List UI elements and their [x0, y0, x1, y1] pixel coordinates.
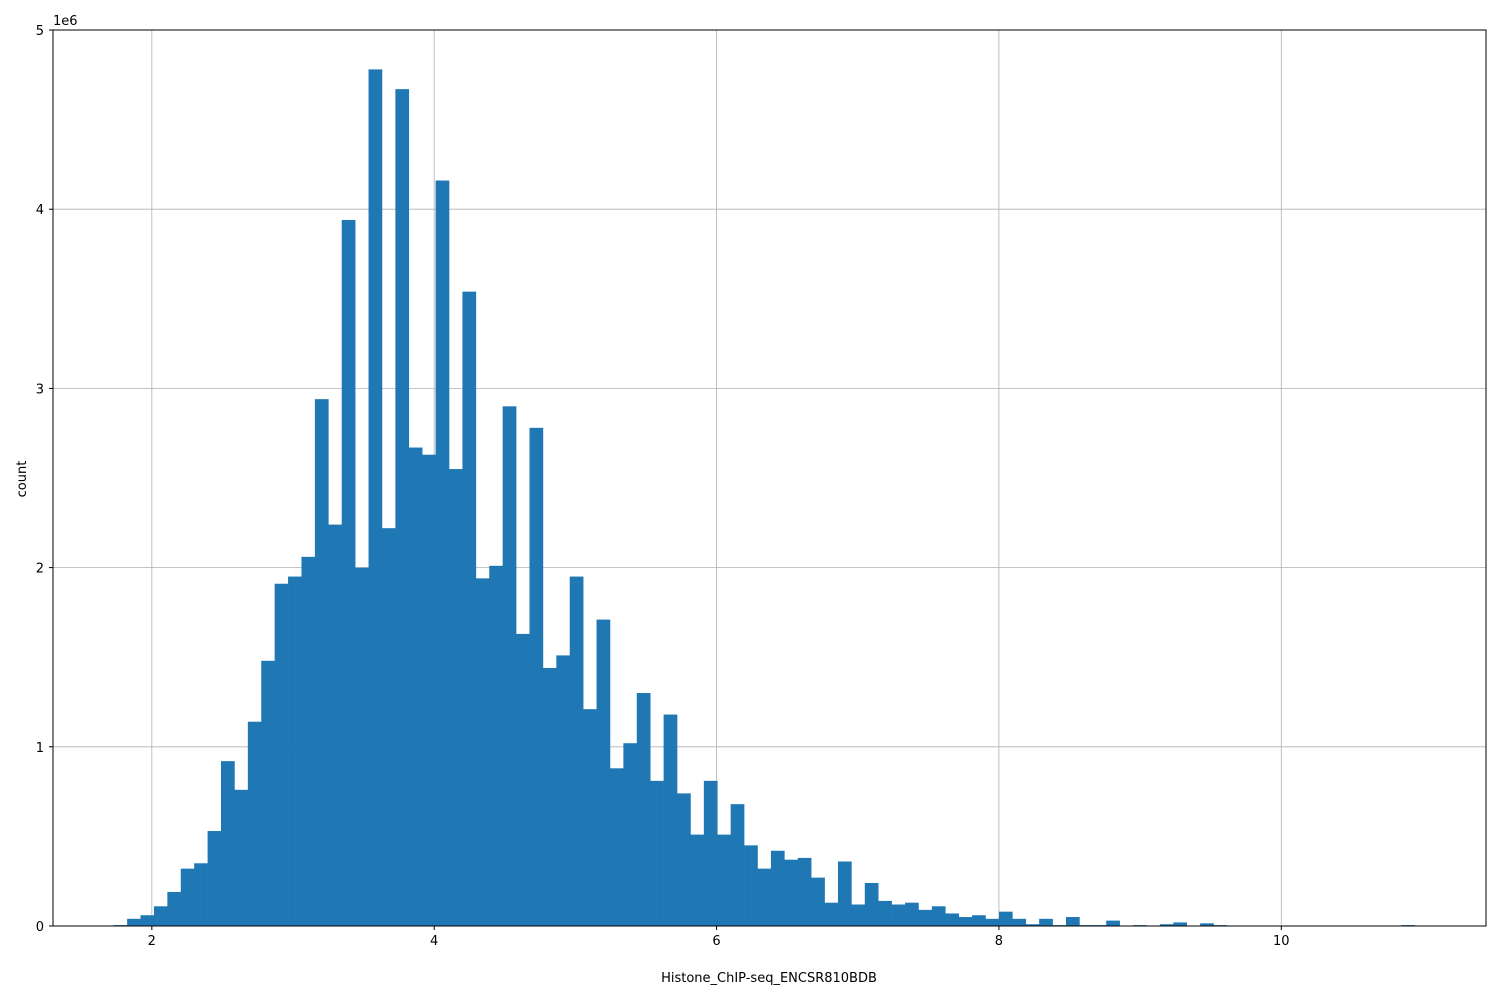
- histogram-bar: [864, 882, 879, 926]
- histogram-bar: [972, 915, 986, 926]
- histogram-bar: [1159, 924, 1174, 926]
- histogram-bar: [422, 454, 436, 926]
- histogram-bar: [1106, 920, 1120, 926]
- histogram-bar: [274, 583, 289, 926]
- histogram-bar: [341, 219, 356, 926]
- y-tick-label: 0: [36, 920, 44, 935]
- histogram-bar: [811, 877, 825, 926]
- x-axis-label: Histone_ChIP-seq_ENCSR810BDB: [661, 971, 877, 986]
- histogram-bar: [1025, 924, 1040, 926]
- histogram-bar: [328, 524, 343, 926]
- histogram-bar: [167, 891, 182, 926]
- histogram-bar: [717, 834, 731, 926]
- histogram-bar: [408, 447, 423, 926]
- histogram-bar: [153, 906, 168, 926]
- histogram-bar: [623, 743, 638, 926]
- histogram-bar: [677, 793, 691, 926]
- y-offset-label: 1e6: [53, 14, 78, 29]
- histogram-bar: [1012, 918, 1027, 926]
- histogram-bars: [113, 69, 1416, 927]
- histogram-bar: [703, 780, 718, 926]
- histogram-bar: [502, 406, 517, 926]
- histogram-bar: [462, 291, 477, 927]
- histogram-bar: [757, 868, 772, 926]
- histogram-bar: [609, 768, 624, 926]
- histogram-bar: [194, 863, 208, 926]
- histogram-bar: [261, 660, 275, 926]
- histogram-bar: [381, 528, 396, 926]
- histogram-bar: [475, 578, 490, 926]
- histogram-bar: [985, 918, 1000, 926]
- histogram-bar: [784, 859, 799, 926]
- histogram-bar: [569, 576, 584, 926]
- histogram-bar: [301, 556, 316, 926]
- histogram-bar: [368, 69, 383, 926]
- histogram-bar: [542, 667, 557, 926]
- x-tick-label: 4: [430, 934, 438, 949]
- y-axis-label: count: [15, 461, 30, 498]
- histogram-bar: [636, 693, 651, 926]
- histogram-bar: [529, 427, 544, 926]
- histogram-bar: [837, 861, 852, 926]
- x-tick-label: 10: [1273, 934, 1290, 949]
- histogram-bar: [516, 633, 530, 926]
- histogram-bar: [395, 89, 410, 927]
- histogram-bar: [247, 721, 262, 926]
- histogram-bar: [851, 904, 866, 926]
- histogram-bar: [958, 917, 973, 926]
- histogram-bar: [744, 845, 758, 926]
- histogram-bar: [355, 567, 369, 926]
- histogram-bar: [435, 180, 450, 926]
- x-tick-label: 8: [995, 934, 1003, 949]
- plot-frame: [52, 29, 1487, 927]
- histogram-bar: [1200, 923, 1214, 926]
- histogram-bar: [998, 911, 1013, 926]
- histogram-bar: [449, 469, 463, 926]
- histogram-bar: [945, 913, 959, 926]
- histogram-bar: [234, 789, 249, 926]
- histogram-bar: [824, 902, 839, 926]
- histogram-bar: [730, 804, 745, 926]
- histogram-bar: [690, 834, 705, 926]
- histogram-bar: [650, 780, 664, 926]
- y-tick-label: 2: [36, 562, 44, 577]
- histogram-bar: [596, 619, 611, 926]
- y-tick-label: 3: [36, 382, 44, 397]
- histogram-bar: [489, 565, 503, 926]
- histogram-bar: [770, 850, 785, 926]
- histogram-bar: [127, 918, 141, 926]
- histogram-bar: [891, 904, 906, 926]
- y-tick-label: 1: [36, 741, 44, 756]
- y-tick-label: 5: [36, 24, 44, 39]
- histogram-bar: [931, 906, 946, 926]
- histogram-bar: [288, 576, 302, 926]
- histogram-bar: [140, 915, 155, 926]
- histogram-bar: [1065, 917, 1080, 926]
- histogram-bar: [1173, 922, 1187, 926]
- histogram-bar: [180, 868, 195, 926]
- y-tick-label: 4: [36, 203, 44, 218]
- histogram-bar: [878, 900, 892, 926]
- histogram-bar: [221, 761, 235, 926]
- histogram-bar: [556, 655, 571, 926]
- x-tick-label: 2: [148, 934, 156, 949]
- histogram-bar: [797, 857, 812, 926]
- histogram-bar: [918, 909, 933, 926]
- x-tick-label: 6: [712, 934, 720, 949]
- y-axis-ticks: 0 1 2 3 4 5: [36, 24, 53, 935]
- x-axis-ticks: 2 4 6 8 10: [148, 926, 1290, 949]
- histogram-bar: [663, 714, 678, 926]
- histogram-bar: [583, 709, 597, 926]
- histogram-bar: [905, 902, 919, 926]
- histogram-bar: [314, 399, 329, 927]
- histogram-bar: [1039, 918, 1053, 926]
- histogram-bar: [207, 831, 222, 926]
